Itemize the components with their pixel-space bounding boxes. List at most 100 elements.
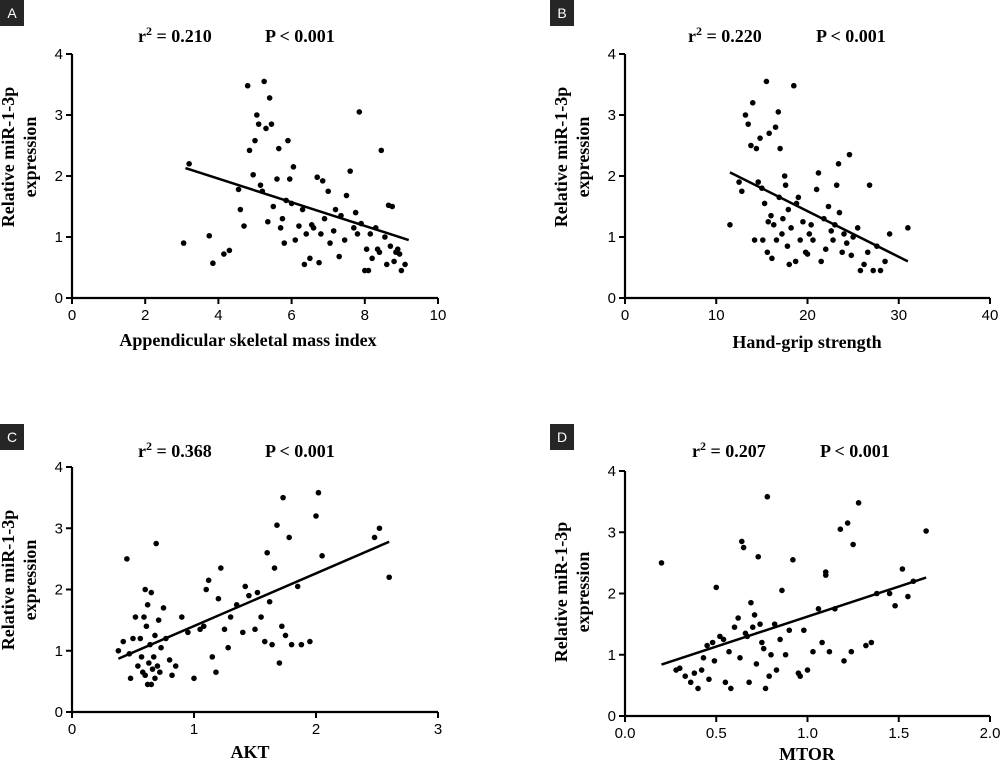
panel-d-data-point [810,648,816,655]
panel-c-data-point [282,632,289,639]
panel-d-data-point [691,670,698,676]
panel-c-plot: 0 1 2 3 4 0 1 2 3 [55,459,443,738]
panel-a-plot: 0 1 2 3 4 0 2 4 6 8 10 [55,46,447,324]
panel-a-data-point [387,243,394,249]
panel-d-data-point [728,685,734,692]
panel-a-data-point [277,225,284,231]
panel-c-data-point [200,623,207,630]
panel-a-data-point [354,231,361,237]
panel-c-data-point [279,623,285,630]
panel-b-data-point [882,258,888,265]
panel-a-data-point [246,147,253,154]
panel-b-data-point [781,173,788,179]
panel-b-data-point [861,261,867,268]
panel-c-data-point [115,647,122,654]
panel-a-data-point [389,203,396,210]
panel-c-x-tick-label: 0 [68,721,76,738]
panel-c-data-point [271,565,278,571]
panel-c-data-point [240,629,246,636]
panel-a-data-point [365,267,372,274]
panel-c-data-point [215,595,222,602]
panel-b-x-tick-label: 40 [982,307,999,324]
panel-c-x-tick-label: 3 [434,721,442,738]
panel-a-data-point [292,237,299,243]
panel-b-data-point [759,185,765,191]
panel-c-data-point [376,525,383,532]
panel-b-ylabel-line1: Relative miR-1-3p [551,87,571,227]
panel-d-data-point [695,685,701,692]
panel-c-data-point [146,660,152,666]
panel-b-x-tick-label: 0 [621,307,629,324]
panel-c-data-point [157,669,163,675]
panel-d-data-point [779,587,785,594]
panel-d-data-point [753,661,760,667]
panel-d-data-point [720,636,727,643]
panel-a-data-point [351,225,357,231]
panel-a-data-point [347,168,353,174]
panel-a-data-point [391,258,397,265]
panel-b-data-point [761,200,768,207]
panel-c-data-point [130,635,136,642]
panel-d-data-point [739,538,745,545]
panel-c-data-point [225,644,231,651]
panel-c-xlabel: AKT [230,742,269,762]
panel-c-data-point [158,644,164,651]
panel-b-data-point [788,225,794,231]
panel-a-data-point [279,215,286,222]
panel-c-y-tick-label: 0 [55,704,63,721]
panel-b-y-tick-label: 4 [608,46,616,63]
panel-c-data-point [371,534,378,541]
panel-a-data-point [363,246,370,252]
panel-c-label: C [7,429,17,445]
panel-d-data-point [748,599,754,606]
panel-c-data-point [138,654,145,660]
panel-d-data-point [676,665,683,672]
panel-d-ylabel-line1: Relative miR-1-3p [551,522,571,662]
panel-d-data-point [704,642,710,649]
panel-d-x-tick-label: 0.0 [615,725,636,742]
panel-a-data-point [332,206,339,213]
panel-c-x-tick-label: 1 [190,721,198,738]
panel-c-data-point [152,632,158,639]
panel-a-data-point [290,164,297,170]
panel-b-y-tick-label: 2 [608,168,616,185]
panel-d-data-point [850,541,856,548]
panel-a-data-point [244,82,251,89]
panel-d-data-point [868,639,875,646]
panel-c-data-point [148,589,155,596]
panel-a-data-point [283,197,289,204]
panel-c-data-point [149,666,156,672]
panel-b-data-point [843,240,850,246]
panel-a-data-point [286,176,293,182]
panel-a-data-point [255,121,262,127]
panel-a-data-point [268,121,275,127]
panel-d-y-tick-label: 3 [608,524,616,541]
panel-d-data-point [762,685,769,692]
panel-d-data-point [726,648,732,655]
panel-a-data-point [358,220,364,227]
panel-b-x-tick-label: 20 [799,307,816,324]
panel-b-data-point [864,249,871,256]
panel-a-data-point [383,261,390,268]
panel-d-y-tick-label: 2 [608,586,616,603]
panel-a-xlabel: Appendicular skeletal mass index [119,330,376,350]
panel-b-label: B [557,5,566,21]
panel-d-data-point [777,636,783,643]
panel-b-data-point [877,267,884,274]
panel-c-y-tick-label: 4 [55,459,63,476]
panel-b-y-tick-label: 1 [608,229,616,246]
panel-a-data-point [303,231,310,237]
panel-b-data-point [764,249,771,256]
panel-d-data-point [801,627,807,634]
panel-b-data-point [763,78,770,85]
panel-b-data-point [769,255,775,262]
panel-d-p: P < 0.001 [820,441,890,461]
panel-a-data-point [296,223,302,229]
panel-c-data-point [137,635,144,642]
panel-b-data-point [727,222,733,228]
panel-b-data-point [857,267,864,274]
panel-c-data-point [142,586,148,593]
panel-b-data-point [841,231,847,237]
panel-a-data-point [378,147,385,154]
